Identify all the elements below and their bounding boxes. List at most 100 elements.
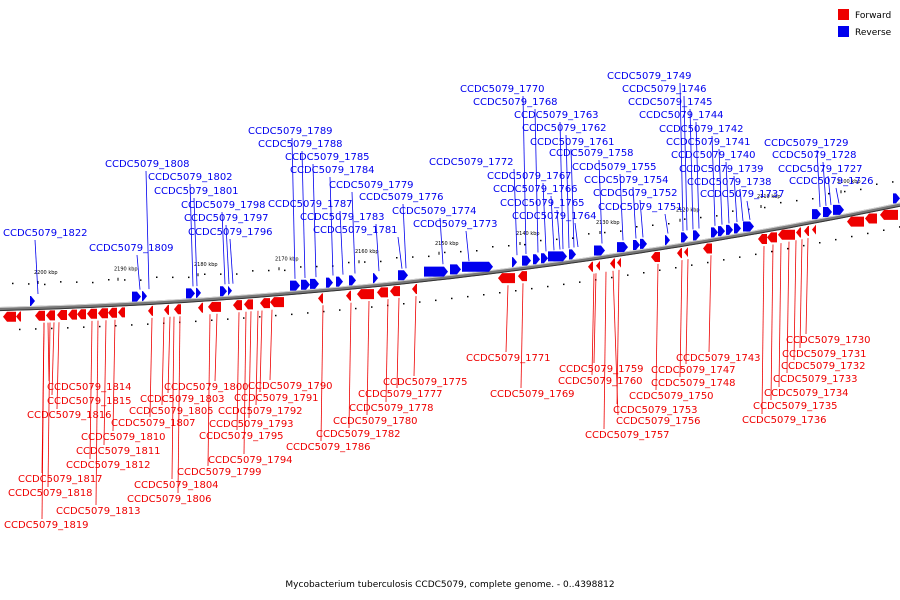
reverse-leader-line — [402, 203, 407, 269]
forward-leader-line — [591, 273, 595, 376]
forward-gene-arrow — [68, 309, 77, 320]
forward-gene-arrow — [98, 308, 108, 319]
reverse-leader-line — [619, 173, 624, 241]
kbp-tick-label: 2190 kbp — [114, 267, 138, 273]
minor-tick — [12, 282, 14, 285]
forward-leader-line — [655, 263, 659, 391]
reverse-gene-arrow — [450, 264, 461, 275]
forward-gene-arrow — [596, 260, 600, 271]
minor-tick — [476, 250, 478, 252]
forward-leader-line — [505, 285, 509, 353]
reverse-gene-label: CCDC5079_1788 — [258, 139, 343, 150]
forward-leader-line — [248, 311, 252, 419]
forward-gene-arrow — [498, 273, 515, 284]
reverse-leader-line — [598, 159, 603, 244]
reverse-leader-line — [339, 210, 344, 275]
minor-tick — [892, 181, 894, 183]
minor-tick — [211, 319, 213, 321]
reverse-leader-line — [739, 188, 744, 222]
reverse-leader-line — [301, 150, 306, 279]
forward-gene-label: CCDC5079_1791 — [234, 393, 319, 404]
forward-gene-label: CCDC5079_1795 — [199, 431, 284, 442]
forward-gene-label: CCDC5079_1757 — [585, 430, 670, 441]
reverse-gene-arrow — [301, 279, 310, 290]
reverse-gene-label: CCDC5079_1737 — [700, 189, 785, 200]
minor-tick — [275, 314, 277, 317]
reverse-gene-label: CCDC5079_1728 — [772, 150, 857, 161]
reverse-leader-line — [534, 108, 539, 253]
forward-gene-arrow — [880, 209, 898, 220]
forward-gene-arrow — [3, 311, 16, 322]
forward-gene-label: CCDC5079_1782 — [316, 429, 401, 440]
minor-tick — [739, 256, 741, 258]
minor-tick — [60, 281, 62, 283]
minor-tick — [819, 242, 821, 244]
reverse-gene-arrow — [541, 253, 548, 264]
forward-gene-label: CCDC5079_1753 — [613, 405, 698, 416]
forward-gene-label: CCDC5079_1775 — [383, 377, 468, 388]
forward-gene-label: CCDC5079_1759 — [559, 364, 644, 375]
forward-legend-label: Forward — [855, 11, 891, 21]
reverse-gene-label: CCDC5079_1746 — [622, 84, 707, 95]
forward-gene-arrow — [703, 243, 712, 254]
forward-leader-line — [47, 322, 51, 488]
minor-tick — [755, 253, 757, 256]
forward-gene-arrow — [617, 257, 621, 268]
forward-gene-arrow — [518, 271, 527, 282]
forward-gene-label: CCDC5079_1735 — [753, 401, 838, 412]
reverse-gene-arrow — [512, 257, 517, 268]
forward-gene-label: CCDC5079_1777 — [358, 389, 443, 400]
forward-leader-line — [177, 316, 181, 494]
minor-tick — [812, 198, 814, 200]
forward-gene-arrow — [767, 232, 777, 243]
forward-gene-label: CCDC5079_1778 — [349, 403, 434, 414]
reverse-leader-line — [522, 95, 527, 255]
minor-tick — [492, 246, 494, 248]
forward-gene-arrow — [677, 248, 682, 259]
forward-gene-label: CCDC5079_1803 — [140, 394, 225, 405]
backbone-line — [0, 202, 900, 311]
minor-tick — [780, 201, 782, 204]
minor-tick — [764, 206, 766, 209]
minor-tick — [803, 244, 805, 247]
reverse-gene-label: CCDC5079_1798 — [181, 200, 266, 211]
minor-tick — [563, 283, 565, 286]
forward-gene-label: CCDC5079_1733 — [773, 374, 858, 385]
forward-gene-label: CCDC5079_1780 — [333, 416, 418, 427]
minor-tick — [227, 318, 229, 320]
minor-tick — [867, 232, 869, 235]
reverse-gene-arrow — [711, 227, 718, 238]
kbp-tick-label: 2140 kbp — [516, 231, 540, 237]
minor-tick — [572, 237, 574, 239]
reverse-gene-arrow — [726, 224, 733, 235]
reverse-gene-arrow — [665, 235, 670, 246]
minor-tick — [508, 245, 510, 247]
reverse-genes — [30, 193, 900, 307]
forward-leader-line — [603, 271, 607, 430]
minor-tick — [700, 216, 702, 219]
reverse-gene-arrow — [310, 278, 319, 289]
minor-tick — [268, 269, 270, 272]
reverse-gene-label: CCDC5079_1768 — [473, 97, 558, 108]
forward-gene-label: CCDC5079_1816 — [27, 410, 112, 421]
reverse-leader-line — [559, 121, 564, 250]
minor-tick — [115, 325, 117, 327]
forward-gene-label: CCDC5079_1810 — [81, 432, 166, 443]
reverse-leader-line — [835, 187, 840, 204]
forward-gene-label: CCDC5079_1732 — [781, 361, 866, 372]
reverse-gene-label: CCDC5079_1758 — [549, 148, 634, 159]
reverse-gene-label: CCDC5079_1754 — [584, 175, 669, 186]
minor-tick — [83, 326, 85, 328]
reverse-leader-line — [193, 197, 198, 287]
kbp-tick-label: 2100 kbp — [837, 179, 861, 185]
forward-gene-label: CCDC5079_1800 — [164, 382, 249, 393]
reverse-gene-label: CCDC5079_1822 — [3, 228, 88, 239]
forward-leader-line — [770, 244, 774, 401]
kbp-tick-label: 2150 kbp — [435, 241, 459, 247]
forward-leader-line — [616, 269, 620, 405]
reverse-gene-label: CCDC5079_1744 — [639, 110, 724, 121]
reverse-gene-arrow — [290, 280, 300, 291]
reverse-gene-label: CCDC5079_1739 — [679, 164, 764, 175]
minor-tick — [243, 317, 245, 319]
reverse-leader-line — [145, 170, 150, 290]
